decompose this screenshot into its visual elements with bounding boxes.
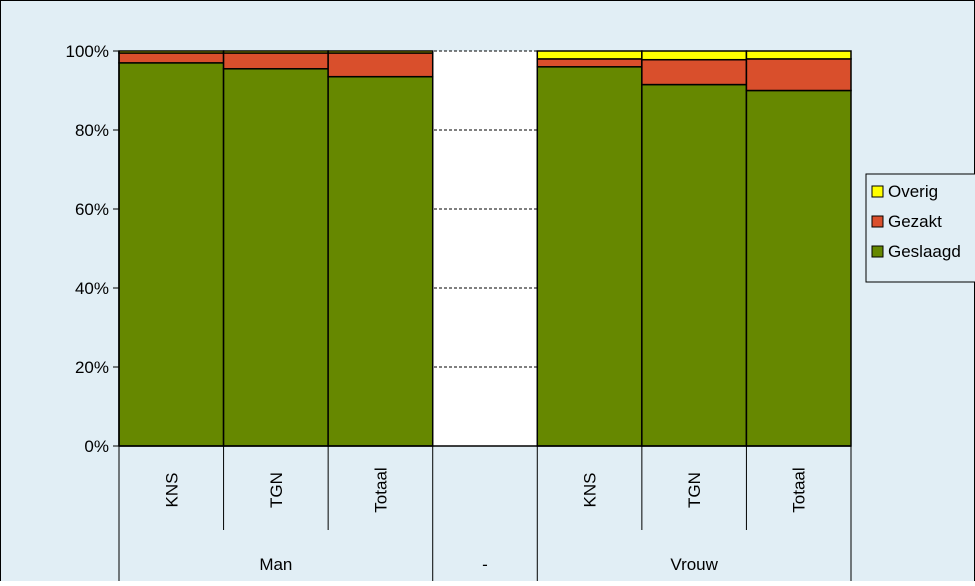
y-tick-label: 20% bbox=[75, 358, 109, 377]
legend-swatch-geslaagd bbox=[871, 245, 884, 258]
legend-swatch-gezakt bbox=[871, 215, 884, 228]
y-tick-label: 60% bbox=[75, 200, 109, 219]
x-group-label: Vrouw bbox=[670, 555, 718, 574]
legend-label: Geslaagd bbox=[888, 242, 961, 261]
x-tick-label: KNS bbox=[581, 473, 600, 508]
bar-segment-overig bbox=[536, 50, 643, 60]
x-group-label: - bbox=[482, 555, 488, 574]
bar-segment-gezakt bbox=[222, 52, 329, 70]
bar-segment-gezakt bbox=[641, 58, 748, 86]
bar-segment-gezakt bbox=[118, 52, 225, 64]
x-group-label: Man bbox=[259, 555, 292, 574]
x-tick-label: TGN bbox=[267, 472, 286, 508]
bar-segment-overig bbox=[327, 50, 434, 54]
legend-label: Gezakt bbox=[888, 212, 942, 231]
y-tick-label: 0% bbox=[84, 437, 109, 456]
bar-segment-geslaagd bbox=[327, 75, 434, 447]
legend-label: Overig bbox=[888, 182, 938, 201]
bar-segment-overig bbox=[745, 50, 852, 60]
bar-segment-geslaagd bbox=[222, 68, 329, 447]
bar-segment-geslaagd bbox=[536, 66, 643, 447]
legend-swatch-overig bbox=[871, 185, 884, 198]
bar-segment-overig bbox=[641, 50, 748, 61]
bar-segment-gezakt bbox=[327, 52, 434, 78]
bar-segment-gezakt bbox=[536, 58, 643, 68]
x-tick-label: TGN bbox=[685, 472, 704, 508]
bar-segment-geslaagd bbox=[118, 62, 225, 447]
y-tick-label: 80% bbox=[75, 121, 109, 140]
x-tick-label: Totaal bbox=[371, 467, 390, 512]
x-tick-label: KNS bbox=[162, 473, 181, 508]
bar-segment-geslaagd bbox=[745, 89, 852, 447]
bar-segment-overig bbox=[118, 50, 225, 54]
bar-segment-gezakt bbox=[745, 58, 852, 92]
legend-box bbox=[865, 173, 975, 283]
y-tick-label: 100% bbox=[66, 42, 109, 61]
x-tick-label: Totaal bbox=[790, 467, 809, 512]
bar-segment-geslaagd bbox=[641, 83, 748, 447]
bar-segment-overig bbox=[222, 50, 329, 54]
y-tick-label: 40% bbox=[75, 279, 109, 298]
